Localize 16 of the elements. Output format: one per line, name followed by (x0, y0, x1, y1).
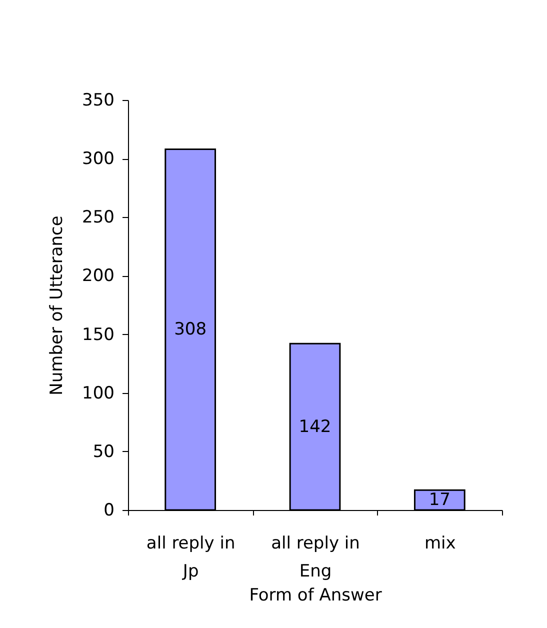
y-tick-label: 50 (92, 442, 114, 462)
y-tick-label: 100 (82, 383, 114, 404)
x-tick-label: mix (424, 534, 456, 554)
y-tick-label: 200 (82, 266, 114, 286)
data-label: 17 (428, 490, 450, 510)
x-axis-title: Form of Answer (249, 586, 382, 606)
y-tick-label: 150 (82, 324, 114, 345)
y-tick-label: 300 (82, 149, 114, 170)
y-axis-title: Number of Utterance (47, 216, 68, 396)
y-tick-label: 250 (82, 208, 114, 228)
x-tick-label: all reply in Eng (271, 534, 360, 582)
y-tick-label: 0 (104, 500, 114, 520)
y-tick-label: 350 (82, 90, 114, 110)
data-label: 142 (298, 416, 332, 437)
x-tick-label: all reply in Jp (146, 534, 236, 582)
data-label: 308 (174, 320, 207, 340)
